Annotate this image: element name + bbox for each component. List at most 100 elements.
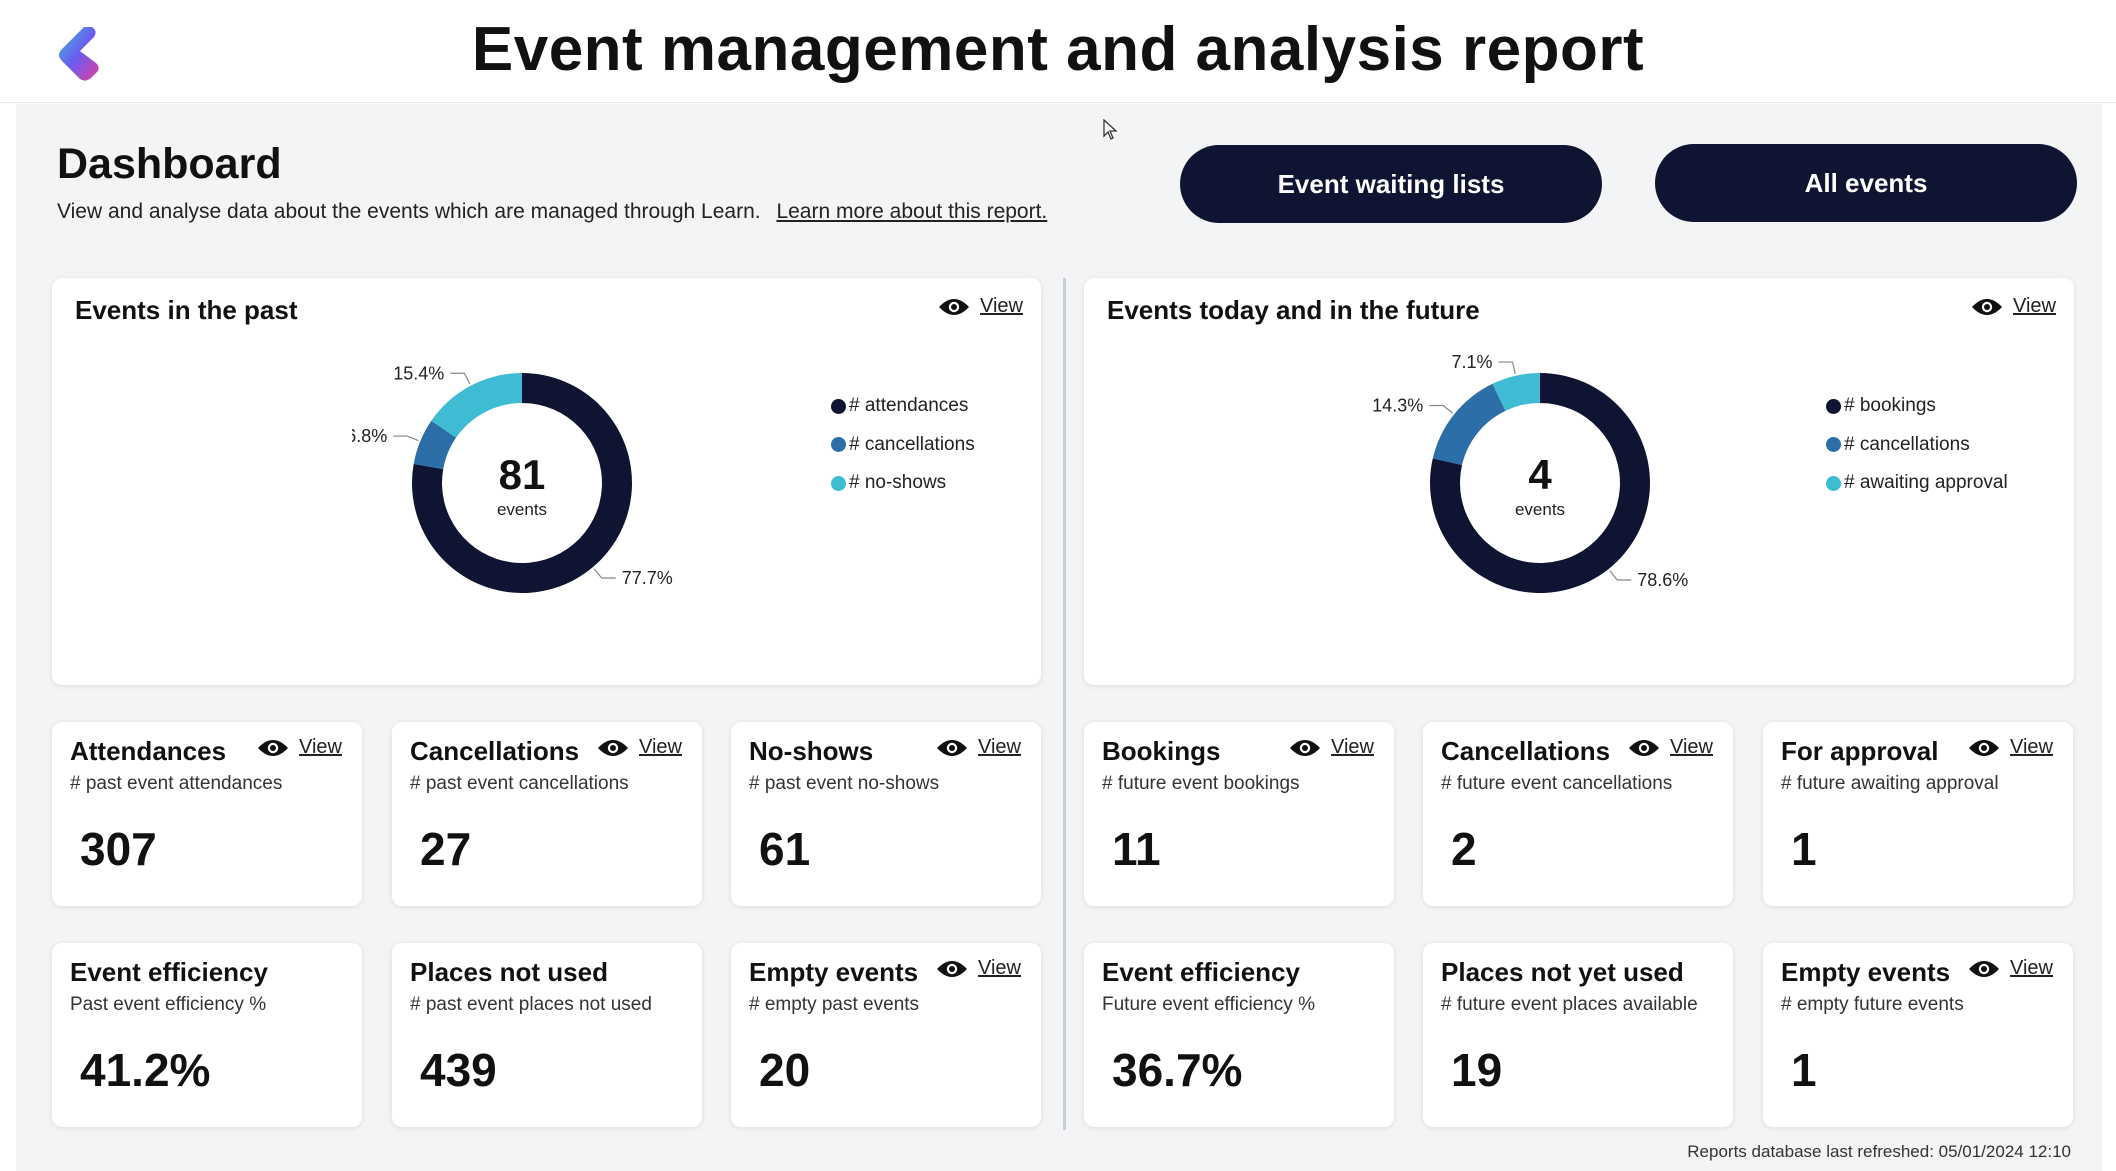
stat-title: Empty events [749, 957, 919, 987]
eye-icon [1972, 298, 2002, 315]
past-slice-cancellations[interactable] [413, 420, 457, 470]
legend-label: # cancellations [1844, 433, 1970, 455]
stat-subtitle: # past event no-shows [749, 773, 940, 794]
eye-icon [598, 739, 628, 756]
view-link-label: View [2013, 295, 2056, 317]
future-events-donut-chart: 78.6% 14.3% 7.1% 4 events [1372, 352, 1688, 593]
stat-title: Bookings [1102, 736, 1221, 766]
legend-item[interactable]: # awaiting approval [1826, 464, 2008, 503]
stat-subtitle: # future event bookings [1102, 773, 1300, 794]
future-events-title: Events today and in the future [1107, 295, 1480, 325]
learn-more-link[interactable]: Learn more about this report. [776, 200, 1048, 223]
legend-label: # attendances [849, 395, 969, 417]
stat-title: Places not yet used [1441, 957, 1684, 987]
stat-value: 20 [759, 1044, 811, 1096]
page-title: Dashboard [57, 140, 282, 188]
view-link-label: View [980, 295, 1023, 317]
stat-title: Places not used [410, 957, 608, 987]
eye-icon [1290, 739, 1320, 756]
section-divider [1063, 278, 1066, 1130]
view-link-label: View [2010, 736, 2053, 758]
legend-label: # no-shows [849, 472, 947, 494]
stat-subtitle: # empty past events [749, 994, 920, 1015]
legend-swatch [1826, 398, 1841, 414]
eye-icon [1629, 739, 1659, 756]
stat-value: 307 [80, 823, 157, 875]
legend-label: # cancellations [849, 433, 975, 455]
last-refreshed-note: Reports database last refreshed: 05/01/2… [1687, 1142, 2071, 1161]
app-header: Event management and analysis report [0, 0, 2116, 103]
app-title: Event management and analysis report [471, 15, 1645, 84]
no-shows-view-link[interactable]: View [936, 736, 1021, 759]
future-events-view-link[interactable]: View [1971, 295, 2056, 318]
attendances-card: Attendances # past event attendances 307 Vi… [52, 722, 362, 906]
cancellations-view-link[interactable]: View [597, 736, 682, 759]
stat-title: Event efficiency [70, 957, 268, 987]
stat-value: 2 [1451, 823, 1477, 875]
view-link-label: View [299, 736, 342, 758]
past-slice-no-shows[interactable] [431, 373, 522, 438]
stat-subtitle: # past event places not used [410, 994, 652, 1015]
stat-value: 41.2% [80, 1044, 211, 1096]
all-events-button[interactable]: All events [1655, 144, 2077, 222]
empty-past-events-view-link[interactable]: View [936, 957, 1021, 980]
eye-icon [939, 298, 969, 315]
stat-value: 27 [420, 823, 472, 875]
legend-label: # bookings [1844, 395, 1936, 417]
stat-value: 439 [420, 1044, 497, 1096]
bookings-view-link[interactable]: View [1289, 736, 1374, 759]
view-link-label: View [1331, 736, 1374, 758]
legend-swatch [1826, 437, 1841, 453]
stat-value: 1 [1791, 1044, 1817, 1096]
empty-future-events-view-link[interactable]: View [1968, 957, 2053, 980]
stat-subtitle: # future event places available [1441, 994, 1698, 1015]
legend-swatch [1826, 475, 1841, 491]
past-events-title: Events in the past [75, 295, 298, 325]
future-slice-cancellations[interactable] [1432, 383, 1506, 466]
stat-subtitle: Past event efficiency % [70, 994, 267, 1015]
future-cancellations-card: Cancellations # future event cancellation… [1423, 722, 1733, 906]
future-cancellations-view-link[interactable]: View [1628, 736, 1713, 759]
legend-item[interactable]: # bookings [1826, 387, 2008, 426]
legend-item[interactable]: # attendances [831, 387, 975, 426]
eye-icon [1969, 739, 1999, 756]
stat-value: 36.7% [1112, 1044, 1243, 1096]
eye-icon [258, 739, 288, 756]
future-events-legend: # bookings # cancellations # awaiting appr… [1826, 387, 2008, 503]
stat-value: 11 [1112, 823, 1161, 875]
stat-title: Attendances [70, 736, 227, 766]
stat-value: 1 [1791, 823, 1817, 875]
legend-label: # awaiting approval [1844, 472, 2008, 494]
legend-item[interactable]: # cancellations [831, 426, 975, 465]
attendances-view-link[interactable]: View [257, 736, 342, 759]
past-events-donut-chart: 77.7% 6.8% 15.4% 81 events [352, 363, 673, 593]
eye-icon [1969, 960, 1999, 977]
slice-percent-label: 15.4% [393, 363, 444, 383]
leader-line [450, 372, 471, 385]
eye-icon [937, 739, 967, 756]
slice-percent-label: 14.3% [1372, 395, 1423, 415]
past-events-view-link[interactable]: View [938, 295, 1023, 318]
stat-subtitle: # future event cancellations [1441, 773, 1673, 794]
eye-icon [937, 960, 967, 977]
donut-center-label: events [497, 500, 547, 519]
stat-value: 61 [759, 823, 811, 875]
view-link-label: View [639, 736, 682, 758]
leader-line [1498, 361, 1516, 374]
stat-subtitle: # past event attendances [70, 773, 283, 794]
no-shows-card: No-shows # past event no-shows 61 View [731, 722, 1041, 906]
stat-value: 19 [1451, 1044, 1503, 1096]
legend-swatch [831, 437, 846, 453]
legend-item[interactable]: # cancellations [1826, 426, 2008, 465]
legend-item[interactable]: # no-shows [831, 464, 975, 503]
for-approval-view-link[interactable]: View [1968, 736, 2053, 759]
stat-subtitle: # past event cancellations [410, 773, 629, 794]
future-slice-awaiting-approval[interactable] [1492, 373, 1540, 411]
empty-future-events-card: Empty events # empty future events 1 View [1763, 943, 2073, 1127]
leader-line [593, 568, 616, 579]
event-waiting-lists-button[interactable]: Event waiting lists [1180, 145, 1602, 223]
stat-title: Event efficiency [1102, 957, 1300, 987]
stat-title: For approval [1781, 736, 1939, 766]
slice-percent-label: 77.7% [622, 568, 673, 588]
donut-center-value: 4 [1528, 451, 1552, 498]
